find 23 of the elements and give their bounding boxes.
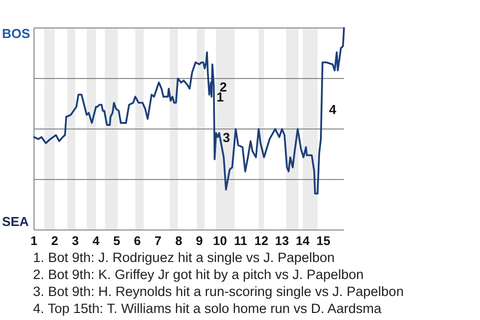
x-tick-label: 8	[175, 234, 182, 248]
text: 1. Bot 9th: J. Rodriguez hit a single vs J. Papelbon	[33, 250, 335, 265]
x-tick-label: 12	[254, 234, 268, 248]
text: 3. Bot 9th: H. Reynolds hit a run-scoring single vs J. Papelbon	[33, 284, 404, 299]
text: SEA	[2, 214, 30, 229]
x-tick-label: 7	[154, 234, 162, 248]
text: BOS	[2, 26, 30, 41]
x-tick-label: 5	[113, 234, 120, 248]
text: 4. Top 15th: T. Williams hit a solo home run vs D. Aardsma	[33, 301, 382, 316]
x-tick-label: 2	[51, 234, 58, 248]
x-tick-label: 3	[72, 234, 79, 248]
x-tick-label: 14	[296, 234, 310, 248]
annotation: 4	[328, 102, 337, 117]
text: 2. Bot 9th: K. Griffey Jr got hit by a pitch vs J. Papelbon	[33, 267, 364, 282]
x-tick-label: 15	[316, 234, 330, 248]
x-tick-label: 10	[213, 234, 227, 248]
x-tick-label: 4	[92, 234, 100, 248]
x-tick-label: 9	[196, 234, 203, 248]
x-tick-label: 13	[275, 234, 289, 248]
x-tick-label: 6	[134, 234, 141, 248]
x-tick-label: 11	[234, 234, 248, 248]
annotation: 3	[222, 130, 230, 146]
x-tick-label: 1	[30, 234, 38, 248]
